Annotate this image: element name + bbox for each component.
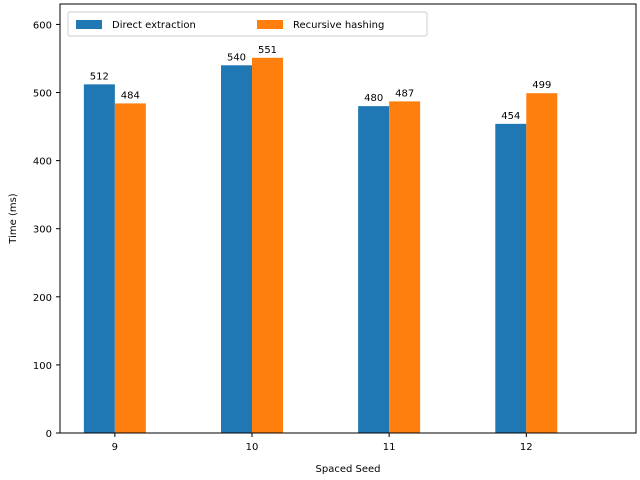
- bar-direct-extraction-9: [83, 84, 115, 433]
- x-tick-label: 12: [520, 442, 533, 453]
- value-label: 480: [364, 93, 383, 104]
- value-label: 499: [532, 80, 551, 91]
- x-tick-label: 11: [383, 442, 396, 453]
- y-tick-label: 100: [33, 361, 52, 372]
- value-label: 487: [395, 88, 414, 99]
- bar-direct-extraction-10: [221, 65, 252, 434]
- y-tick-label: 400: [33, 157, 52, 168]
- y-axis-label: Time (ms): [8, 193, 19, 245]
- value-label: 454: [501, 111, 520, 122]
- y-tick-label: 500: [33, 89, 52, 100]
- y-tick-label: 0: [46, 429, 52, 440]
- axes-layer: 9 10 11 12 0 100 200 300 400 500 600: [33, 3, 637, 453]
- value-labels-layer: 512 540 480 454 484 551 487 499: [90, 45, 552, 122]
- legend-swatch: [257, 20, 283, 29]
- value-label: 484: [121, 90, 140, 101]
- x-axis-label: Spaced Seed: [316, 464, 381, 475]
- y-tick-label: 200: [33, 293, 52, 304]
- bar-recursive-hashing-9: [114, 103, 146, 434]
- plot-frame: [59, 3, 637, 434]
- legend-box: [67, 11, 428, 37]
- x-tick-label: 9: [112, 442, 118, 453]
- bar-direct-extraction-11: [358, 106, 390, 434]
- bar-recursive-hashing-12: [526, 93, 558, 433]
- value-label: 540: [227, 52, 246, 63]
- bar-recursive-hashing-10: [252, 57, 283, 434]
- value-label: 512: [90, 71, 109, 82]
- x-tick-label: 10: [246, 442, 259, 453]
- legend-label: Recursive hashing: [293, 20, 384, 31]
- y-tick-label: 300: [33, 225, 52, 236]
- bars-layer: [83, 57, 558, 434]
- legend: Direct extraction Recursive hashing: [67, 11, 428, 37]
- bar-direct-extraction-12: [495, 123, 527, 433]
- bar-recursive-hashing-11: [389, 101, 421, 433]
- legend-label: Direct extraction: [112, 20, 196, 31]
- y-tick-label: 600: [33, 20, 52, 31]
- value-label: 551: [258, 45, 277, 56]
- legend-swatch: [76, 20, 102, 29]
